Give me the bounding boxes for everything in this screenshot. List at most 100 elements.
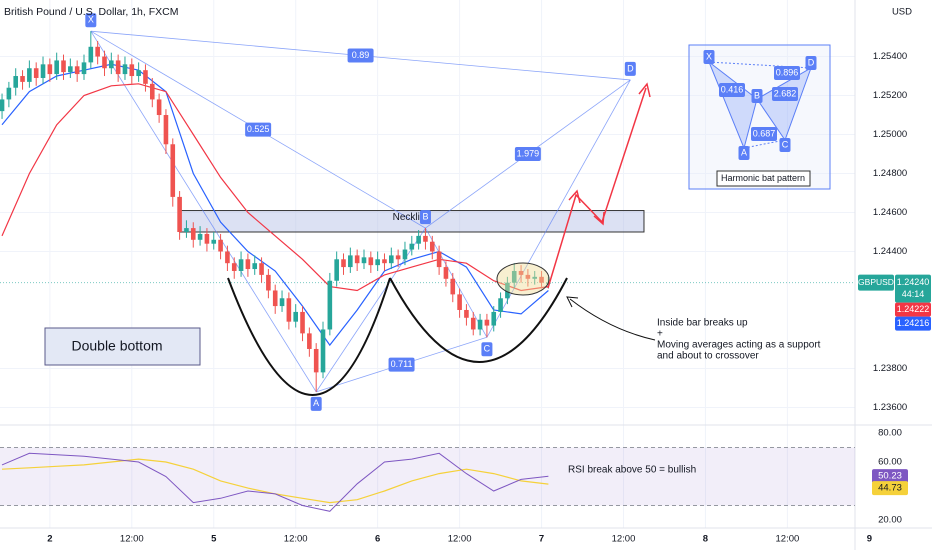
candle-body <box>20 76 25 82</box>
candle-body <box>532 276 538 279</box>
value-tag <box>872 469 908 484</box>
candle-body <box>286 298 292 322</box>
candle-body <box>429 241 435 252</box>
x-tick-label: 12:00 <box>448 534 472 545</box>
y-tick-label: 1.25000 <box>873 129 907 140</box>
rsi-tick-label: 80.00 <box>878 427 902 438</box>
candle-body <box>272 290 278 307</box>
inset-ratio: 0.896 <box>776 67 799 77</box>
candle-body <box>40 64 46 78</box>
x-tick-label: 12:00 <box>776 534 800 545</box>
candle-body <box>259 263 264 275</box>
ratio-label: 0.525 <box>247 124 270 134</box>
candle-body <box>143 70 148 84</box>
value-tag-label: 44.73 <box>878 483 902 494</box>
arrow-head <box>593 211 605 226</box>
pattern-point-label: A <box>313 398 319 408</box>
candle-body <box>361 257 367 264</box>
pattern-point-label: D <box>627 63 634 73</box>
y-tick-label: 1.24600 <box>873 207 907 218</box>
inset: X A B C D 0.896 0.416 2.682 0.687 Harmonic bat p… <box>688 44 831 190</box>
candle-body <box>368 257 374 266</box>
candle-body <box>170 144 176 197</box>
candle-body <box>389 255 394 264</box>
candle-body <box>102 56 107 69</box>
candle-body <box>252 263 258 270</box>
pattern-point <box>85 13 97 28</box>
candle-body <box>375 259 380 266</box>
candle-body <box>313 348 319 373</box>
candle-body <box>156 99 162 116</box>
candle-body <box>61 60 66 73</box>
ma-tag <box>895 302 931 317</box>
x-tick-label: 5 <box>211 534 217 545</box>
pattern-point <box>419 210 431 225</box>
candle-body <box>402 249 408 260</box>
ratio-label: 0.711 <box>391 359 413 369</box>
series <box>0 31 551 512</box>
inset-point <box>779 138 791 152</box>
ratio-label: 0.89 <box>352 50 370 60</box>
candle-body <box>279 298 285 307</box>
candle-body <box>348 255 353 268</box>
candle-body <box>320 329 326 373</box>
candle-body <box>184 228 189 232</box>
arrow-head <box>568 189 581 204</box>
candle-body <box>354 255 360 264</box>
candle-body <box>511 270 517 283</box>
rsi-note: RSI break above 50 = bullish <box>568 465 696 476</box>
rsi-tick-label: 20.00 <box>878 515 902 526</box>
candle-body <box>177 196 182 232</box>
candle-body <box>334 259 339 281</box>
candle-body <box>149 83 155 100</box>
x-tick-label: 9 <box>867 534 872 545</box>
candle-body <box>307 333 312 349</box>
candle-body <box>13 76 19 88</box>
inset-point-label: C <box>782 139 789 149</box>
x-tick-label: 8 <box>703 534 708 545</box>
inset-point-label: D <box>808 57 815 67</box>
pattern-line <box>486 79 631 338</box>
candle-body <box>491 311 497 326</box>
candle-body <box>450 278 456 295</box>
candle-body <box>477 319 483 330</box>
last-price-tag <box>895 274 931 303</box>
candle-body <box>436 251 442 268</box>
candle-body <box>95 46 100 57</box>
ratio-box <box>388 357 415 372</box>
ratio-label: 1.979 <box>517 148 540 158</box>
candle-body <box>225 251 230 264</box>
inset-triangle <box>756 66 812 142</box>
pattern-point <box>624 61 636 76</box>
y-tick-label: 1.23600 <box>873 402 907 413</box>
candle-body <box>197 233 203 240</box>
inset-point-label: B <box>754 90 760 100</box>
inset-point <box>703 50 715 64</box>
highlight-ellipse <box>496 262 550 296</box>
axes: 1.23600 1.23800 1.24400 1.24600 1.24800 1.250… <box>47 51 931 545</box>
value-tag-label: 50.23 <box>878 471 902 482</box>
pattern-point <box>310 396 322 411</box>
inset-ratio-box <box>772 87 798 101</box>
x-tick-label: 12:00 <box>120 534 144 545</box>
candle-body <box>163 115 169 145</box>
candle-body <box>498 298 503 312</box>
inset-ratio-box <box>719 83 745 97</box>
inset-point-label: A <box>741 147 747 157</box>
inset-ratio-box <box>774 66 800 80</box>
y-tick-label: 1.24400 <box>873 246 907 257</box>
candle-body <box>27 68 32 82</box>
grid <box>0 0 855 528</box>
bottom-curve <box>227 277 391 396</box>
x-tick-label: 12:00 <box>612 534 636 545</box>
candle-body <box>409 243 415 250</box>
candle-body <box>238 259 244 271</box>
candle-body <box>204 233 210 244</box>
currency: USD <box>892 7 912 18</box>
inset-point <box>805 56 817 70</box>
projection-arrow <box>547 87 647 289</box>
x-tick-label: 7 <box>539 534 544 545</box>
inset-point <box>751 89 763 103</box>
candle-body <box>88 46 94 63</box>
